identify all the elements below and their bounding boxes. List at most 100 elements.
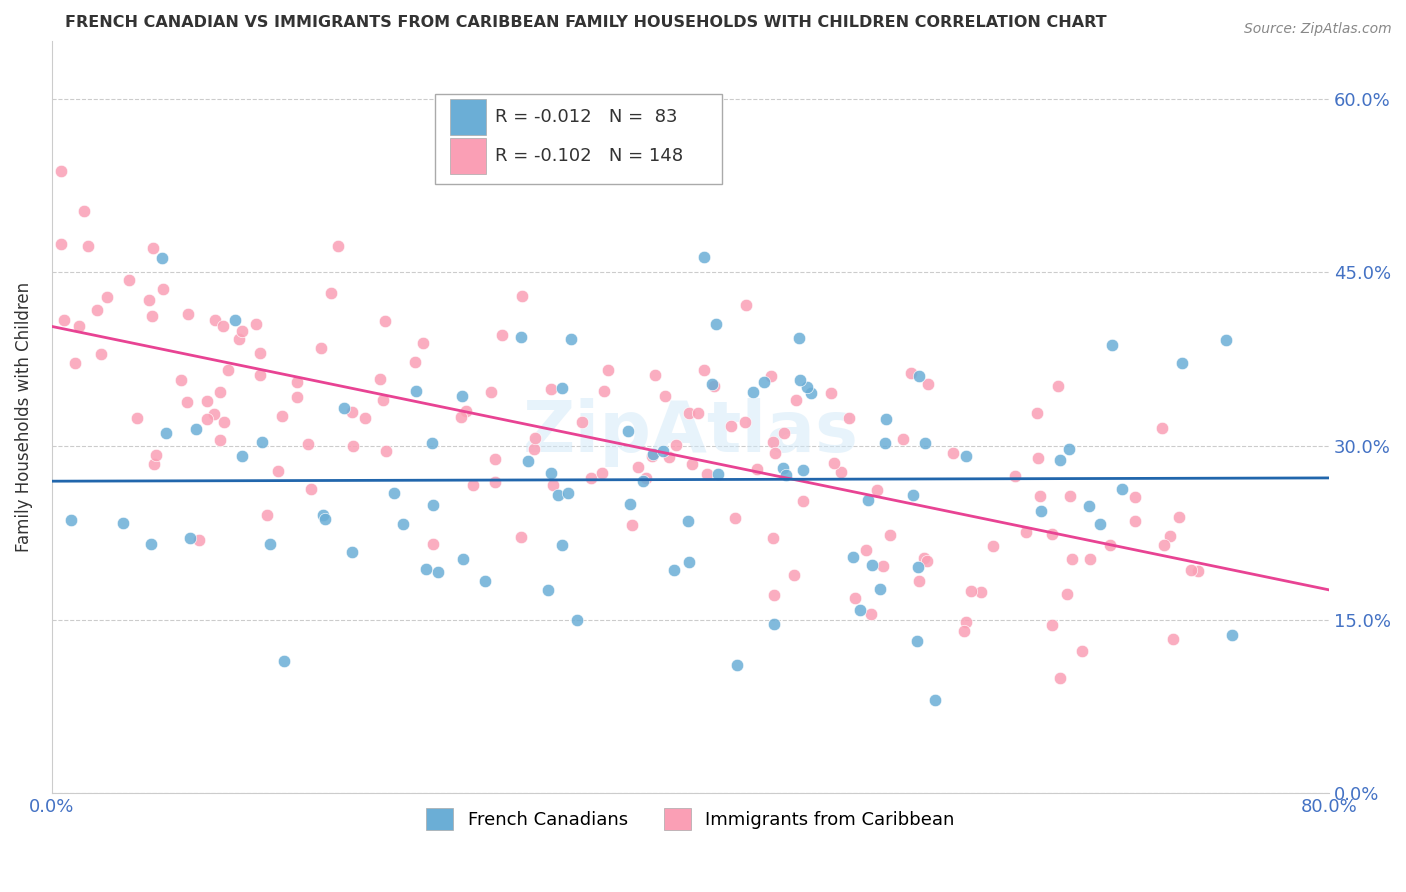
Point (314, 512, 336, 526)
Point (1049, 671, 1071, 685)
Point (405, 384, 427, 398)
Point (1049, 453, 1071, 467)
Point (112, 516, 135, 531)
Point (720, 419, 742, 434)
Point (759, 368, 782, 383)
Text: ZipAtlas: ZipAtlas (523, 398, 859, 467)
Point (90, 347, 112, 361)
Point (1167, 509, 1189, 524)
Point (734, 415, 756, 429)
Point (273, 654, 295, 668)
Point (270, 409, 292, 424)
Point (960, 583, 983, 598)
Point (212, 318, 235, 333)
Point (908, 369, 931, 384)
Point (150, 251, 173, 265)
Point (707, 467, 730, 482)
Point (170, 373, 193, 387)
Point (319, 285, 342, 300)
Point (155, 425, 177, 440)
Point (616, 424, 638, 438)
Point (384, 486, 406, 500)
Point (267, 465, 290, 479)
Point (550, 538, 572, 552)
Point (596, 363, 619, 377)
Point (368, 372, 391, 386)
Point (912, 550, 935, 565)
Point (855, 542, 877, 557)
Point (785, 392, 807, 407)
Point (619, 498, 641, 512)
Point (1028, 450, 1050, 465)
Point (479, 384, 502, 399)
Point (245, 317, 267, 331)
Point (693, 363, 716, 377)
Point (783, 568, 806, 582)
Point (142, 458, 165, 472)
Point (620, 517, 643, 532)
Point (208, 433, 231, 447)
Point (145, 448, 167, 462)
Point (217, 363, 239, 377)
Point (142, 241, 165, 255)
Point (693, 250, 716, 264)
Point (451, 552, 474, 566)
Point (970, 585, 993, 599)
Point (1029, 489, 1052, 503)
Point (197, 411, 219, 425)
Point (565, 613, 588, 627)
Point (773, 426, 796, 441)
Point (869, 582, 891, 596)
Point (820, 386, 842, 401)
Point (422, 498, 444, 512)
Point (1062, 551, 1084, 566)
Point (540, 467, 562, 481)
Point (49, 236, 72, 251)
Point (772, 461, 794, 475)
Point (176, 307, 198, 321)
Point (541, 478, 564, 492)
Point (340, 405, 363, 419)
Point (60, 513, 83, 527)
Point (789, 374, 811, 388)
Point (800, 386, 823, 401)
Point (1071, 643, 1094, 657)
Point (775, 467, 797, 482)
Point (1059, 489, 1081, 503)
Point (340, 544, 363, 558)
Point (1015, 525, 1038, 540)
Point (67, 318, 90, 333)
Point (652, 444, 675, 458)
Point (742, 384, 765, 399)
Point (420, 436, 443, 450)
Point (560, 332, 582, 346)
Point (1161, 632, 1184, 646)
Point (796, 380, 818, 394)
Point (285, 375, 308, 389)
Point (830, 466, 852, 480)
Point (1078, 499, 1101, 513)
Point (688, 406, 710, 420)
Point (249, 346, 271, 360)
Point (463, 477, 485, 491)
Point (844, 591, 866, 605)
Point (856, 493, 879, 508)
Point (914, 436, 936, 450)
Point (1123, 490, 1146, 504)
Point (415, 562, 437, 576)
Point (188, 533, 211, 547)
Point (644, 368, 666, 382)
Point (1026, 406, 1049, 420)
Point (725, 658, 748, 673)
Point (1046, 378, 1069, 392)
Point (427, 566, 450, 580)
Text: R = -0.102   N = 148: R = -0.102 N = 148 (495, 147, 683, 165)
Point (557, 486, 579, 500)
Point (412, 335, 434, 350)
Point (451, 389, 474, 403)
Point (354, 411, 377, 425)
Point (249, 368, 271, 382)
Point (875, 412, 897, 426)
Point (792, 463, 814, 477)
Point (792, 493, 814, 508)
